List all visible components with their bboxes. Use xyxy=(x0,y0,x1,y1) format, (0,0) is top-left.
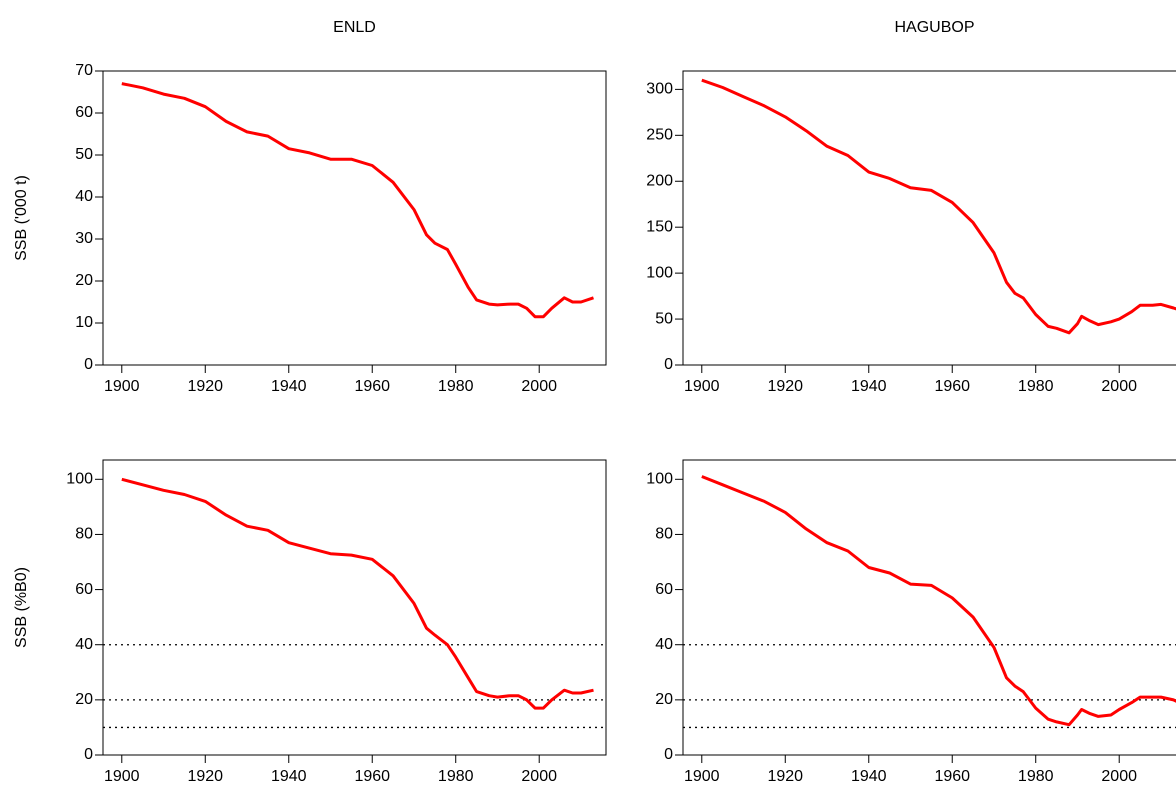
plot-frame xyxy=(102,70,607,366)
y-tick-label: 80 xyxy=(75,526,93,543)
x-tick-label: 1980 xyxy=(438,768,474,785)
y-tick-label: 80 xyxy=(655,526,673,543)
x-tick-label: 1960 xyxy=(934,378,970,395)
y-tick-label: 40 xyxy=(75,188,93,205)
plot-frame xyxy=(102,459,607,756)
data-line xyxy=(121,477,594,710)
x-tick-label: 1900 xyxy=(104,768,140,785)
y-tick-label: 20 xyxy=(75,272,93,289)
y-tick-label: 0 xyxy=(84,356,93,373)
x-tick-label: 1920 xyxy=(767,378,803,395)
y-tick-label: 20 xyxy=(75,691,93,708)
y-tick-label: 150 xyxy=(646,218,673,235)
panel-title: HAGUBOP xyxy=(894,19,974,36)
x-tick-label: 1940 xyxy=(851,378,887,395)
x-tick-label: 1920 xyxy=(187,768,223,785)
plot-frame xyxy=(682,459,1176,756)
x-tick-label: 1980 xyxy=(438,378,474,395)
x-tick-label: 2000 xyxy=(521,378,557,395)
x-tick-label: 1960 xyxy=(354,768,390,785)
y-axis-label: SSB (%B0) xyxy=(13,567,30,648)
y-tick-label: 200 xyxy=(646,172,673,189)
y-tick-label: 100 xyxy=(646,264,673,281)
data-line xyxy=(121,82,594,319)
y-tick-label: 0 xyxy=(664,356,673,373)
x-tick-label: 1980 xyxy=(1018,378,1054,395)
x-tick-label: 2000 xyxy=(521,768,557,785)
x-tick-label: 1900 xyxy=(684,768,720,785)
y-tick-label: 40 xyxy=(75,636,93,653)
y-tick-label: 50 xyxy=(655,310,673,327)
y-tick-label: 250 xyxy=(646,127,673,144)
y-tick-label: 100 xyxy=(66,471,93,488)
data-line xyxy=(701,475,1176,727)
y-tick-label: 10 xyxy=(75,314,93,331)
y-tick-label: 20 xyxy=(655,691,673,708)
x-tick-label: 1940 xyxy=(851,768,887,785)
y-tick-label: 60 xyxy=(75,104,93,121)
x-tick-label: 1940 xyxy=(271,768,307,785)
y-tick-label: 300 xyxy=(646,81,673,98)
x-tick-label: 1900 xyxy=(104,378,140,395)
y-tick-label: 40 xyxy=(655,636,673,653)
x-tick-label: 1920 xyxy=(767,768,803,785)
y-tick-label: 0 xyxy=(84,746,93,763)
y-tick-label: 0 xyxy=(664,746,673,763)
y-tick-label: 60 xyxy=(75,581,93,598)
y-tick-label: 50 xyxy=(75,146,93,163)
x-tick-label: 1900 xyxy=(684,378,720,395)
x-tick-label: 1920 xyxy=(187,378,223,395)
y-tick-label: 60 xyxy=(655,581,673,598)
y-tick-label: 100 xyxy=(646,471,673,488)
y-tick-label: 30 xyxy=(75,230,93,247)
x-tick-label: 1960 xyxy=(934,768,970,785)
x-tick-label: 1940 xyxy=(271,378,307,395)
x-tick-label: 1980 xyxy=(1018,768,1054,785)
x-tick-label: 2000 xyxy=(1101,768,1137,785)
x-tick-label: 1960 xyxy=(354,378,390,395)
y-tick-label: 70 xyxy=(75,62,93,79)
panel-title: ENLD xyxy=(333,19,376,36)
y-axis-label: SSB ('000 t) xyxy=(13,175,30,261)
plot-frame xyxy=(682,70,1176,366)
x-tick-label: 2000 xyxy=(1101,378,1137,395)
data-line xyxy=(701,78,1176,335)
